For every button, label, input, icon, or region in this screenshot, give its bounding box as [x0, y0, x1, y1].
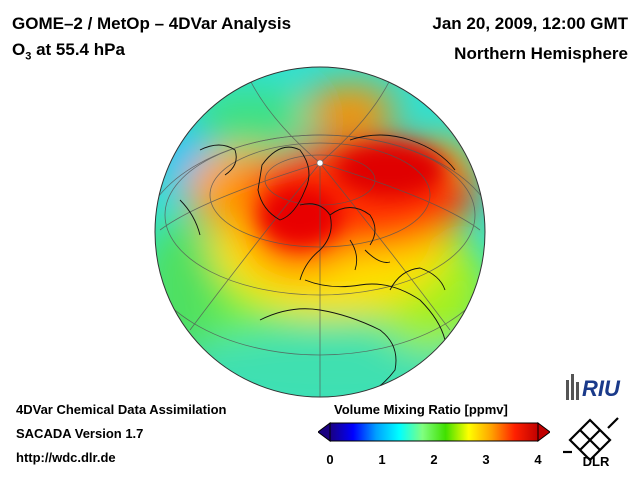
dlr-logo: DLR — [563, 417, 619, 469]
map-region: Northern Hemisphere — [454, 44, 628, 63]
riu-logo: RIU — [566, 374, 621, 401]
map-subtitle: O3 at 55.4 hPa — [12, 40, 125, 62]
colorbar-tick-label: 4 — [534, 452, 542, 467]
north-pole-marker — [316, 159, 324, 167]
colorbar-tick-label: 1 — [378, 452, 386, 467]
colorbar-high-arrow — [537, 422, 550, 442]
colorbar-tick-label: 2 — [430, 452, 438, 467]
colorbar — [318, 422, 550, 442]
ozone-globe-map — [154, 66, 486, 398]
colorbar-gradient — [329, 422, 539, 442]
colorbar-tick-label: 0 — [326, 452, 334, 467]
subtitle-level: at 55.4 hPa — [31, 40, 125, 59]
colorbar-tick-label: 3 — [482, 452, 490, 467]
colorbar-low-arrow — [318, 422, 331, 442]
footer-url: http://wdc.dlr.de — [16, 450, 116, 465]
footer-method: 4DVar Chemical Data Assimilation — [16, 402, 227, 417]
footer-version: SACADA Version 1.7 — [16, 426, 144, 441]
map-datetime: Jan 20, 2009, 12:00 GMT — [432, 14, 628, 33]
map-title: GOME–2 / MetOp – 4DVar Analysis — [12, 14, 292, 33]
colorbar-title: Volume Mixing Ratio [ppmv] — [334, 402, 508, 417]
globe-outline — [154, 66, 486, 398]
graticule — [155, 79, 485, 397]
subtitle-subscript: 3 — [25, 50, 32, 63]
riu-logo-text: RIU — [582, 376, 621, 401]
dlr-logo-text: DLR — [583, 454, 610, 469]
subtitle-species: O — [12, 40, 26, 59]
coastlines — [179, 134, 456, 397]
